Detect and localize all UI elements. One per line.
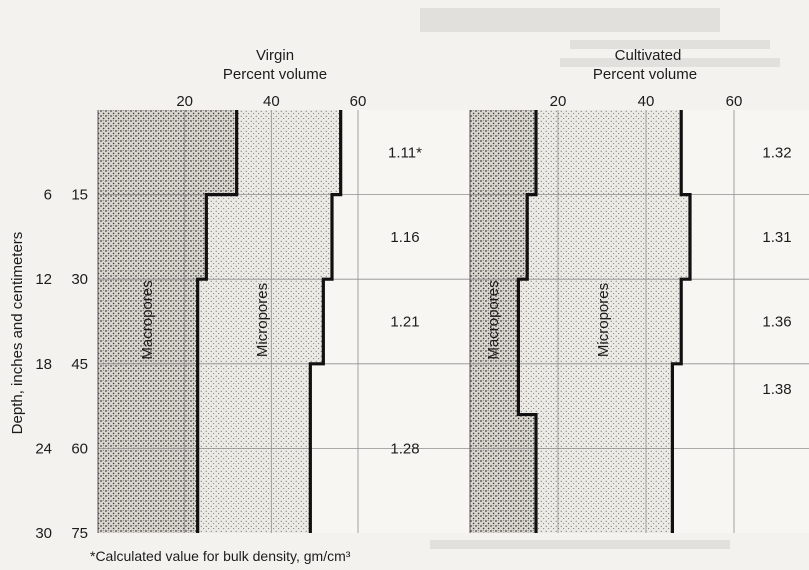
virgin-x-tick-label: 40 <box>263 93 280 110</box>
y-tick-inches: 6 <box>44 187 52 204</box>
virgin-panel: 1.11* 1.16 1.21 1.28 20 40 60 Macropores Micropo… <box>97 47 470 533</box>
virgin-micropore-layer <box>236 110 341 195</box>
virgin-x-tick-label: 20 <box>176 93 193 110</box>
y-tick-cm: 30 <box>71 271 88 288</box>
cultivated-x-tick-label: 20 <box>550 93 567 110</box>
cultivated-macropore-layer <box>470 110 536 195</box>
cultivated-micropore-layer <box>536 414 673 533</box>
virgin-x-tick-label: 60 <box>350 93 367 110</box>
virgin-micropore-layer <box>206 194 332 280</box>
cultivated-macropore-layer <box>470 414 536 533</box>
virgin-micropores-label: Micropores <box>254 283 271 357</box>
cultivated-bulk-density-label: 1.38 <box>762 381 791 398</box>
virgin-subtitle: Percent volume <box>223 66 327 83</box>
virgin-macropore-boundary-line <box>196 110 239 533</box>
virgin-bulk-density-label: 1.11* <box>388 144 422 161</box>
virgin-micropore-layer <box>197 279 324 364</box>
footnote-text: *Calculated value for bulk density, gm/c… <box>90 548 351 564</box>
virgin-macropore-layer <box>98 279 198 364</box>
cultivated-macropore-layer <box>470 279 519 364</box>
y-tick-cm: 15 <box>71 187 88 204</box>
y-tick-cm: 45 <box>71 356 88 373</box>
cultivated-macropore-layer <box>470 194 528 280</box>
virgin-total-pore-line <box>308 110 343 533</box>
y-axis-ticks: 6 15 12 30 18 45 24 60 30 75 <box>35 187 88 542</box>
virgin-bulk-density-label: 1.16 <box>390 229 419 246</box>
y-tick-cm: 75 <box>71 525 88 542</box>
cultivated-subtitle: Percent volume <box>593 66 697 83</box>
y-tick-inches: 24 <box>35 440 52 457</box>
footnote: *Calculated value for bulk density, gm/c… <box>90 548 350 564</box>
cultivated-macropore-layer <box>470 363 519 415</box>
cultivated-micropore-layer <box>527 194 690 280</box>
cultivated-bulk-density-label: 1.31 <box>762 229 791 246</box>
virgin-title: Virgin <box>256 47 294 64</box>
virgin-bulk-density-label: 1.21 <box>390 314 419 331</box>
cultivated-micropore-layer <box>518 363 673 415</box>
y-tick-inches: 12 <box>35 271 52 288</box>
cultivated-bulk-density-label: 1.36 <box>762 314 791 331</box>
cultivated-panel: 1.32 1.31 1.36 1.38 20 40 60 Macropores Micropor… <box>469 47 809 533</box>
virgin-macropore-layer <box>98 194 207 280</box>
y-tick-inches: 18 <box>35 356 52 373</box>
cultivated-x-tick-label: 60 <box>726 93 743 110</box>
cultivated-macropore-boundary-line <box>516 110 538 533</box>
virgin-macropores-label: Macropores <box>139 280 156 359</box>
cultivated-x-tick-label: 40 <box>638 93 655 110</box>
cultivated-micropore-layer <box>518 279 682 364</box>
virgin-bulk-density-label: 1.28 <box>390 440 419 457</box>
cultivated-total-pore-line <box>670 110 692 533</box>
cultivated-title: Cultivated <box>615 47 682 64</box>
cultivated-macropores-label: Macropores <box>485 280 502 359</box>
cultivated-bulk-density-label: 1.32 <box>762 144 791 161</box>
cultivated-micropore-layer <box>536 110 682 195</box>
y-tick-inches: 30 <box>35 525 52 542</box>
y-axis-label: Depth, inches and centimeters <box>9 232 26 435</box>
cultivated-micropores-label: Micropores <box>595 283 612 357</box>
y-tick-cm: 60 <box>71 440 88 457</box>
virgin-macropore-layer <box>98 110 237 195</box>
